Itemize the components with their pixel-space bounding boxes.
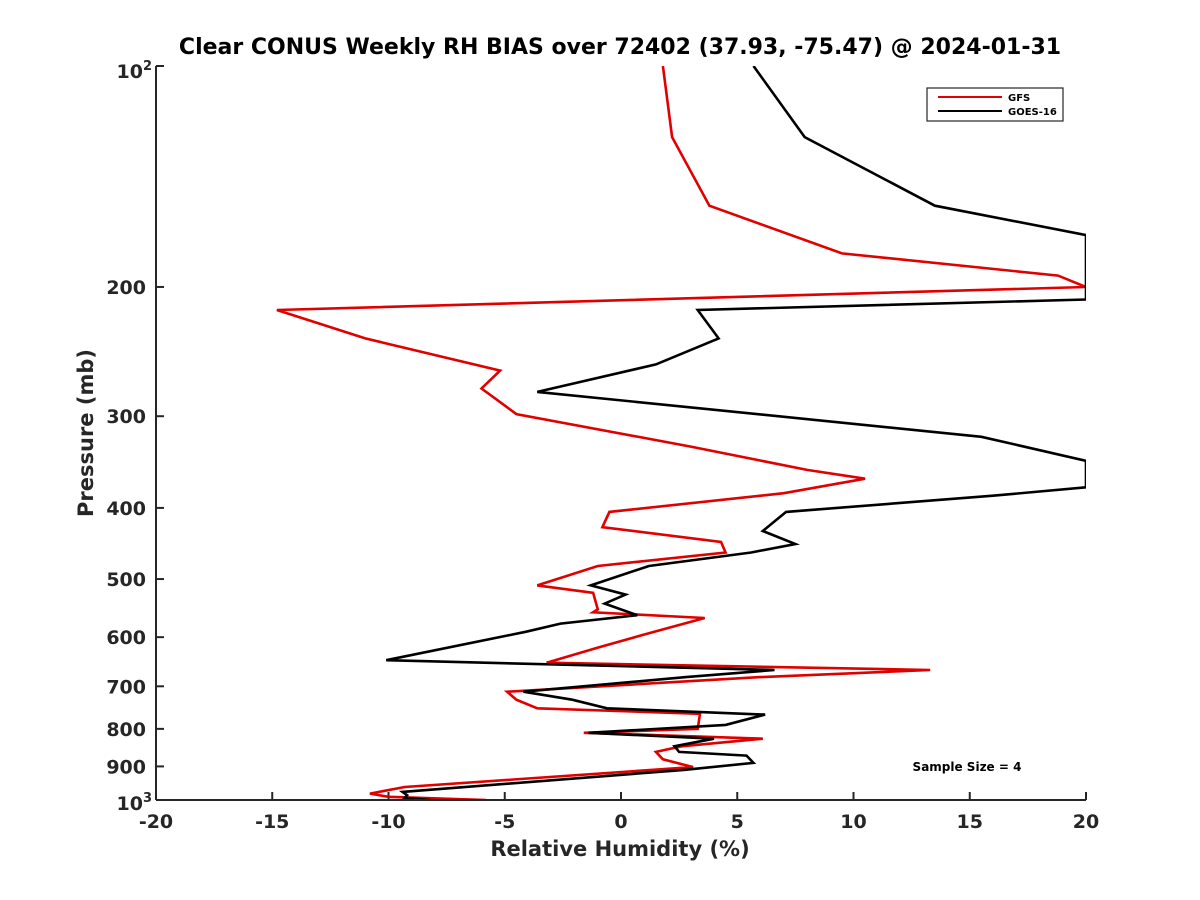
y-axis-ticks: 200 300 400 500 600 700 800 900 (106, 65, 164, 801)
y-axis-label: Pressure (mb) (74, 349, 98, 517)
x-axis-ticks: -20 -15 -10 -5 0 5 10 15 20 (139, 792, 1099, 833)
legend: GFS GOES-16 (926, 87, 1064, 122)
x-tick-label: 15 (957, 811, 983, 833)
y-top-base: 10 (117, 61, 143, 83)
legend-label-goes16: GOES-16 (1008, 107, 1057, 118)
series-line-goes16 (385, 66, 1086, 800)
x-tick-label: 20 (1073, 811, 1099, 833)
x-tick-label: -5 (494, 811, 515, 833)
series-lines (276, 66, 1086, 800)
series-line-gfs (276, 66, 1086, 800)
y-bottom-base: 10 (117, 793, 143, 815)
y-tick-label-top: 102 (117, 59, 153, 83)
x-tick-label: 0 (614, 811, 627, 833)
y-tick-label: 600 (106, 627, 146, 649)
y-tick-label: 300 (106, 406, 146, 428)
y-top-exp: 2 (143, 59, 152, 74)
x-tick-label: -15 (255, 811, 289, 833)
sample-size-annotation: Sample Size = 4 (913, 760, 1022, 774)
y-tick-label: 700 (106, 676, 146, 698)
y-tick-label: 900 (106, 756, 146, 778)
x-tick-label: -20 (139, 811, 173, 833)
y-tick-label-bottom: 103 (117, 791, 153, 815)
y-tick-label: 400 (106, 498, 146, 520)
chart-title: Clear CONUS Weekly RH BIAS over 72402 (3… (179, 35, 1061, 60)
x-axis-label: Relative Humidity (%) (490, 837, 749, 861)
y-bottom-exp: 3 (143, 791, 152, 806)
y-tick-label: 500 (106, 569, 146, 591)
legend-box (926, 87, 1064, 122)
legend-label-gfs: GFS (1008, 93, 1030, 104)
x-tick-label: -10 (371, 811, 405, 833)
x-tick-label: 5 (731, 811, 744, 833)
y-tick-label: 200 (106, 277, 146, 299)
y-tick-label: 800 (106, 719, 146, 741)
x-tick-label: 10 (840, 811, 866, 833)
